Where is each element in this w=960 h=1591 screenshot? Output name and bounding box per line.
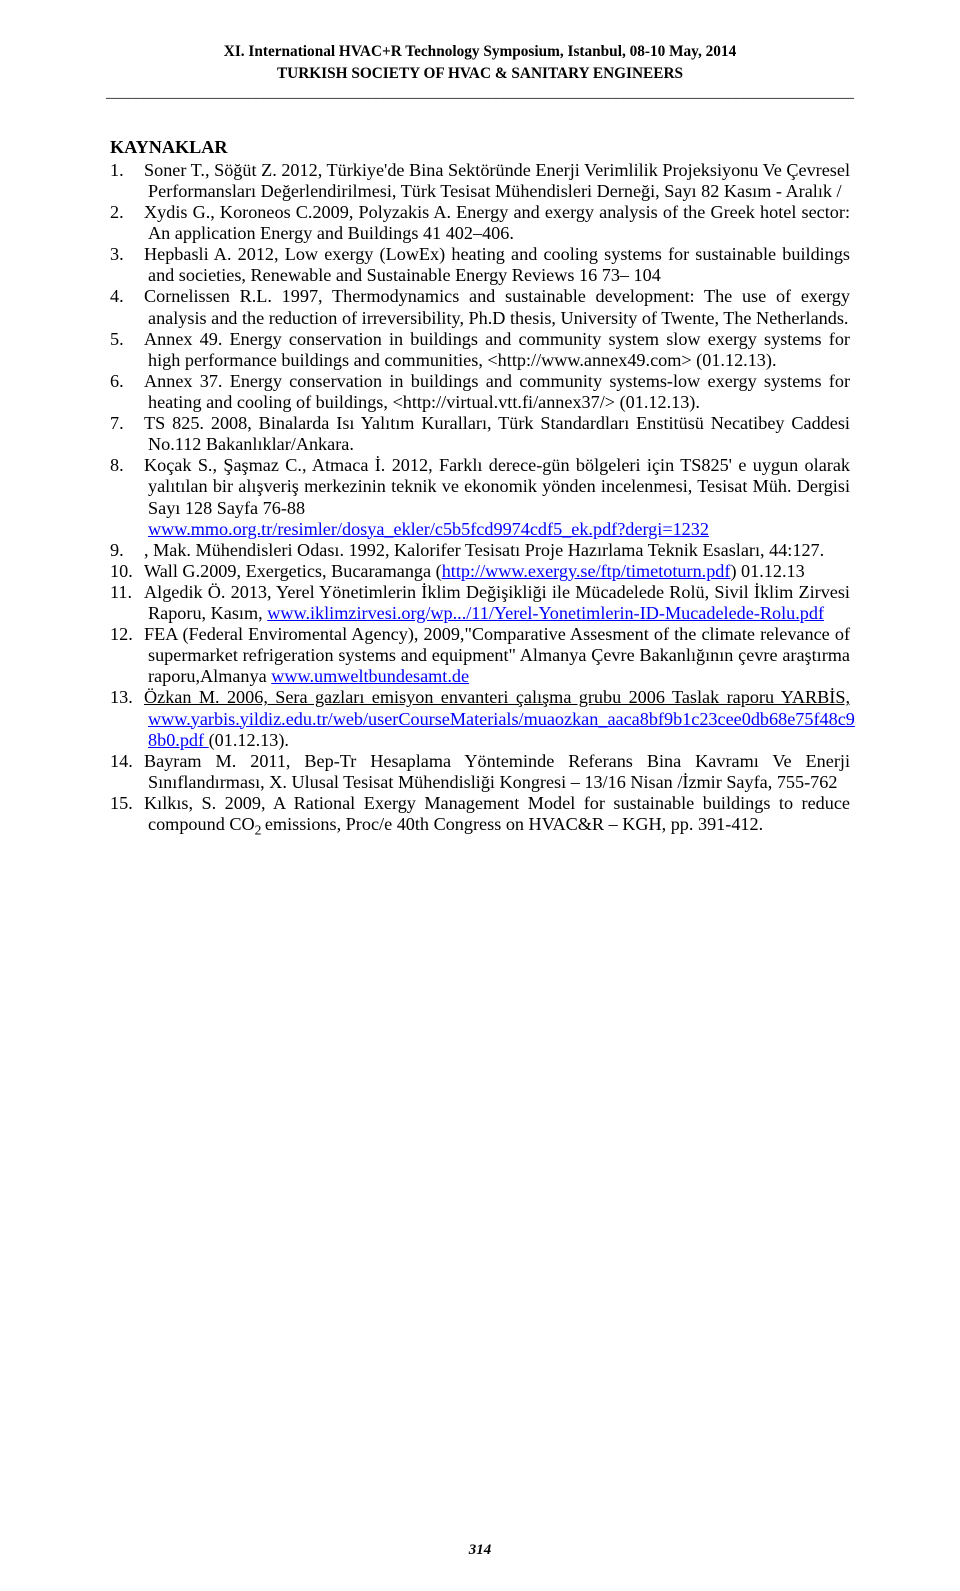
reference-number: 13. [110,687,144,708]
reference-item: 12.FEA (Federal Enviromental Agency), 20… [110,624,850,687]
running-header-line2: TURKISH SOCIETY OF HVAC & SANITARY ENGIN… [110,64,850,84]
reference-number: 2. [110,202,144,223]
reference-item: 4.Cornelissen R.L. 1997, Thermodynamics … [110,286,850,328]
reference-text: , Mak. Mühendisleri Odası. 1992, Kalorif… [144,540,824,560]
reference-text: Özkan M. 2006, Sera gazları emisyon enva… [144,687,855,749]
reference-item: 8.Koçak S., Şaşmaz C., Atmaca İ. 2012, F… [110,455,850,539]
reference-text: Wall G.2009, Exergetics, Bucaramanga (ht… [144,561,805,581]
reference-text: Xydis G., Koroneos C.2009, Polyzakis A. … [144,202,850,243]
ref-11-link[interactable]: www.iklimzirvesi.org/wp.../11/Yerel-Yone… [267,603,824,623]
reference-item: 2.Xydis G., Koroneos C.2009, Polyzakis A… [110,202,850,244]
reference-text: Koçak S., Şaşmaz C., Atmaca İ. 2012, Far… [144,455,850,538]
reference-number: 11. [110,582,144,603]
reference-text: Kılkıs, S. 2009, A Rational Exergy Manag… [144,793,850,834]
reference-item: 3.Hepbasli A. 2012, Low exergy (LowEx) h… [110,244,850,286]
reference-item: 13.Özkan M. 2006, Sera gazları emisyon e… [110,687,850,750]
ref-12-link[interactable]: www.umweltbundesamt.de [271,666,469,686]
reference-item: 14.Bayram M. 2011, Bep-Tr Hesaplama Yönt… [110,751,850,793]
reference-number: 4. [110,286,144,307]
page-number: 314 [0,1542,960,1559]
reference-text: Hepbasli A. 2012, Low exergy (LowEx) hea… [144,244,850,285]
reference-number: 14. [110,751,144,772]
ref-13-link[interactable]: www.yarbis.yildiz.edu.tr/web/userCourseM… [148,709,855,750]
reference-text: Bayram M. 2011, Bep-Tr Hesaplama Yöntemi… [144,751,850,792]
section-title: KAYNAKLAR [110,137,850,158]
reference-number: 12. [110,624,144,645]
reference-text: Soner T., Söğüt Z. 2012, Türkiye'de Bina… [144,160,850,201]
reference-text: Algedik Ö. 2013, Yerel Yönetimlerin İkli… [144,582,850,623]
reference-item: 1.Soner T., Söğüt Z. 2012, Türkiye'de Bi… [110,160,850,202]
reference-item: 7.TS 825. 2008, Binalarda Isı Yalıtım Ku… [110,413,850,455]
reference-number: 10. [110,561,144,582]
running-header-line1: XI. International HVAC+R Technology Symp… [110,42,850,62]
reference-number: 7. [110,413,144,434]
page: XI. International HVAC+R Technology Symp… [0,0,960,1591]
reference-number: 5. [110,329,144,350]
ref-8-link[interactable]: www.mmo.org.tr/resimler/dosya_ekler/c5b5… [148,519,709,539]
reference-number: 6. [110,371,144,392]
reference-item: 5.Annex 49. Energy conservation in build… [110,329,850,371]
reference-text: FEA (Federal Enviromental Agency), 2009,… [144,624,850,686]
reference-item: 10.Wall G.2009, Exergetics, Bucaramanga … [110,561,850,582]
reference-number: 9. [110,540,144,561]
header-rule: ________________________________________… [106,86,854,101]
reference-text: Annex 37. Energy conservation in buildin… [144,371,850,412]
reference-text: Cornelissen R.L. 1997, Thermodynamics an… [144,286,850,327]
reference-item: 9., Mak. Mühendisleri Odası. 1992, Kalor… [110,540,850,561]
reference-number: 3. [110,244,144,265]
reference-text: TS 825. 2008, Binalarda Isı Yalıtım Kura… [144,413,850,454]
reference-item: 11.Algedik Ö. 2013, Yerel Yönetimlerin İ… [110,582,850,624]
references-list: 1.Soner T., Söğüt Z. 2012, Türkiye'de Bi… [110,160,850,836]
reference-text: Annex 49. Energy conservation in buildin… [144,329,850,370]
reference-number: 1. [110,160,144,181]
reference-number: 15. [110,793,144,814]
reference-number: 8. [110,455,144,476]
reference-item: 15.Kılkıs, S. 2009, A Rational Exergy Ma… [110,793,850,835]
reference-item: 6.Annex 37. Energy conservation in build… [110,371,850,413]
ref-10-link[interactable]: http://www.exergy.se/ftp/timetoturn.pdf [442,561,731,581]
